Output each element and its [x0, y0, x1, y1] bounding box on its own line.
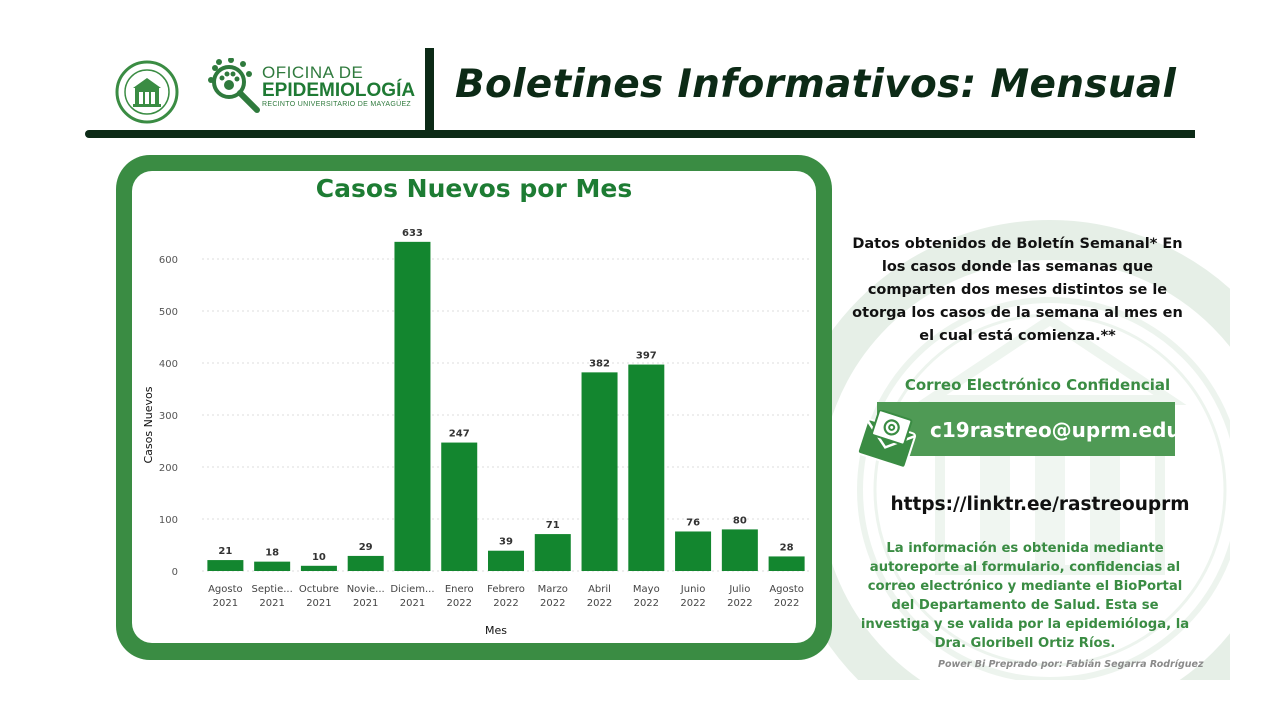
bar [347, 555, 384, 571]
x-tick-label-year: 2022 [774, 598, 799, 609]
data-note: Datos obtenidos de Boletín Semanal* En l… [852, 236, 1183, 344]
chart-title: Casos Nuevos por Mes [315, 174, 633, 203]
x-tick-label-year: 2022 [493, 598, 518, 609]
data-label: 21 [218, 546, 232, 557]
email-banner [877, 402, 1175, 456]
office-line3: RECINTO UNIVERSITARIO DE MAYAGÜEZ [262, 101, 412, 108]
header-divider [425, 48, 434, 132]
office-line1: OFICINA DE [262, 63, 364, 82]
bar [534, 534, 571, 571]
x-tick-label: Septie... [252, 584, 293, 595]
data-label: 18 [265, 548, 279, 559]
x-tick-label: Diciem... [390, 584, 434, 595]
data-label: 10 [312, 552, 326, 563]
y-tick-label: 500 [159, 307, 178, 318]
x-tick-label: Enero [445, 584, 474, 595]
x-tick-label: Octubre [299, 584, 339, 595]
data-label: 71 [546, 520, 560, 531]
data-label: 397 [636, 351, 657, 362]
bar [768, 556, 805, 571]
x-tick-label-year: 2022 [727, 598, 752, 609]
x-tick-label: Abril [588, 584, 611, 595]
x-tick-label-year: 2022 [634, 598, 659, 609]
bar [581, 372, 618, 571]
x-tick-label-year: 2021 [259, 598, 284, 609]
linktree-link[interactable]: https://linktr.ee/rastreouprm [890, 494, 1190, 515]
x-tick-label: Marzo [538, 584, 568, 595]
y-tick-label: 200 [159, 463, 178, 474]
bar [207, 560, 244, 571]
email-link[interactable]: c19rastreo@uprm.edu [930, 418, 1181, 442]
x-axis-label: Mes [485, 624, 507, 637]
y-axis-label: Casos Nuevos [142, 386, 155, 463]
bar [721, 529, 758, 571]
office-logo-text: OFICINA DE EPIDEMIOLOGÍA RECINTO UNIVERS… [262, 64, 415, 109]
x-tick-label-year: 2022 [680, 598, 705, 609]
data-label: 80 [733, 515, 747, 526]
x-tick-label-year: 2022 [587, 598, 612, 609]
x-tick-label: Novie... [347, 584, 385, 595]
bar-chart: 0 100 200 300 400 500 600 Casos Nuevos 21 Agosto 2… [142, 228, 810, 637]
data-label: 633 [402, 228, 423, 239]
x-tick-label-year: 2021 [353, 598, 378, 609]
data-label: 39 [499, 537, 513, 548]
x-tick-label-year: 2021 [306, 598, 331, 609]
y-tick-label: 300 [159, 411, 178, 422]
email-section-title: Correo Electrónico Confidencial [904, 376, 1171, 394]
bar [628, 364, 665, 571]
x-tick-label: Mayo [633, 584, 660, 595]
bar [394, 241, 431, 571]
x-tick-label: Agosto [769, 584, 804, 595]
university-seal-icon [115, 60, 179, 124]
bar [254, 561, 291, 571]
x-tick-label-year: 2022 [540, 598, 565, 609]
credit-text: Power Bi Preprado por: Fabián Segarra Ro… [938, 659, 1204, 670]
data-label: 76 [686, 517, 700, 528]
x-tick-label: Julio [728, 584, 750, 595]
bar [488, 550, 524, 571]
page-title: Boletines Informativos: Mensual [455, 62, 1177, 107]
x-tick-label-year: 2022 [447, 598, 472, 609]
bar [300, 565, 337, 571]
header-rule [85, 130, 1195, 138]
data-label: 382 [589, 358, 610, 369]
bar [675, 531, 712, 571]
office-line2: EPIDEMIOLOGÍA [262, 80, 416, 101]
magnifier-paw-icon [208, 58, 260, 113]
data-label: 29 [359, 542, 373, 553]
x-tick-label: Febrero [487, 584, 525, 595]
x-tick-label: Junio [680, 584, 706, 595]
x-tick-label: Agosto [208, 584, 243, 595]
source-note: La información es obtenida mediante auto… [860, 541, 1190, 651]
envelope-at-icon [856, 410, 916, 469]
bar [441, 442, 478, 571]
data-label: 247 [449, 429, 470, 440]
data-label: 28 [780, 542, 794, 553]
x-tick-label-year: 2021 [213, 598, 238, 609]
y-tick-label: 100 [159, 515, 178, 526]
y-tick-label: 400 [159, 359, 178, 370]
y-tick-label: 0 [172, 567, 178, 578]
y-tick-label: 600 [159, 255, 178, 266]
x-tick-label-year: 2021 [400, 598, 425, 609]
